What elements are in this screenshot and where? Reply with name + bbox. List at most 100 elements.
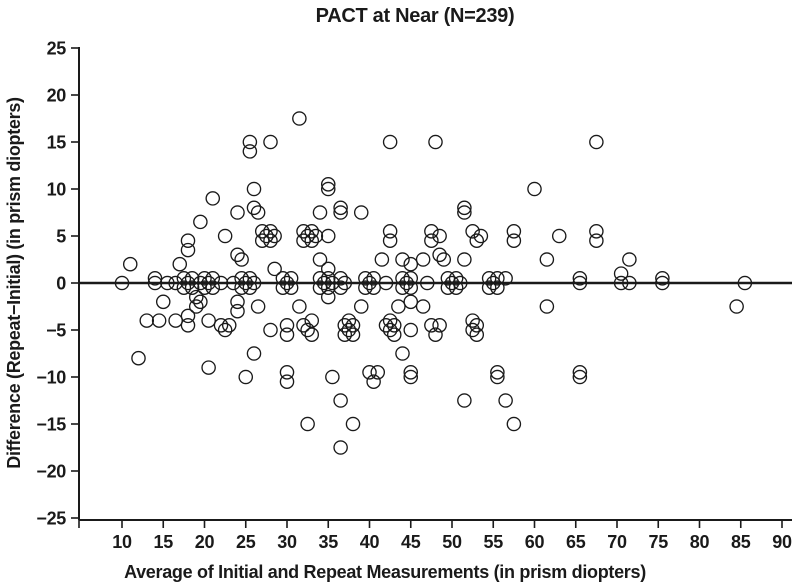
data-point bbox=[320, 289, 336, 305]
data-point bbox=[395, 346, 410, 361]
data-point bbox=[403, 322, 419, 338]
data-point bbox=[498, 393, 513, 408]
data-point bbox=[230, 294, 245, 310]
data-point bbox=[419, 275, 435, 291]
data-point bbox=[238, 369, 254, 385]
data-point bbox=[304, 224, 320, 239]
data-point bbox=[193, 294, 208, 310]
data-point bbox=[304, 233, 320, 248]
y-tick-label: 5 bbox=[56, 227, 66, 247]
data-point bbox=[539, 252, 555, 267]
data-point bbox=[254, 233, 270, 248]
data-point bbox=[325, 369, 340, 385]
data-point bbox=[292, 111, 307, 126]
data-point bbox=[267, 228, 282, 244]
data-point bbox=[444, 275, 460, 291]
y-tick-label: −20 bbox=[36, 462, 66, 482]
y-tick-label: 10 bbox=[47, 180, 67, 200]
data-point bbox=[403, 256, 419, 272]
data-point bbox=[221, 318, 237, 333]
data-point bbox=[498, 271, 513, 286]
data-point bbox=[506, 233, 522, 248]
data-point bbox=[465, 313, 480, 328]
data-point bbox=[386, 327, 402, 342]
data-point bbox=[506, 416, 522, 432]
data-point bbox=[337, 275, 353, 291]
data-point bbox=[341, 313, 357, 328]
x-axis-label: Average of Initial and Repeat Measuremen… bbox=[124, 562, 646, 582]
data-point bbox=[188, 289, 204, 305]
data-point bbox=[205, 191, 221, 206]
data-point bbox=[551, 228, 567, 244]
data-point bbox=[473, 228, 489, 244]
data-point bbox=[242, 144, 258, 159]
data-point bbox=[403, 294, 419, 310]
data-point bbox=[296, 318, 311, 333]
data-point bbox=[589, 224, 604, 239]
data-point bbox=[622, 252, 637, 267]
data-point bbox=[250, 299, 266, 314]
data-point bbox=[275, 280, 291, 295]
x-tick-label: 75 bbox=[649, 532, 669, 552]
data-point bbox=[168, 275, 183, 291]
data-point bbox=[184, 271, 200, 286]
data-point bbox=[448, 271, 464, 286]
data-point bbox=[613, 266, 629, 281]
data-point bbox=[333, 200, 348, 216]
data-point bbox=[382, 134, 398, 150]
data-point bbox=[490, 271, 505, 286]
data-point bbox=[168, 313, 183, 328]
data-point bbox=[180, 308, 196, 324]
x-tick-label: 55 bbox=[484, 532, 504, 552]
data-point bbox=[176, 280, 192, 295]
x-tick-label: 80 bbox=[690, 532, 710, 552]
data-point bbox=[308, 228, 324, 244]
data-point bbox=[572, 275, 588, 291]
data-point bbox=[337, 327, 353, 342]
data-point bbox=[424, 318, 439, 333]
data-point bbox=[572, 271, 588, 286]
y-tick-label: 25 bbox=[47, 39, 67, 59]
data-point bbox=[370, 365, 386, 380]
data-point bbox=[320, 280, 336, 295]
data-point bbox=[382, 313, 398, 328]
data-point bbox=[358, 271, 373, 286]
data-point bbox=[155, 294, 171, 310]
data-point bbox=[139, 313, 155, 328]
data-point bbox=[366, 271, 381, 286]
data-point bbox=[415, 299, 431, 314]
data-point bbox=[432, 318, 447, 333]
chart-title: PACT at Near (N=239) bbox=[316, 5, 515, 27]
data-point bbox=[279, 365, 295, 380]
data-point bbox=[452, 275, 468, 291]
data-point bbox=[242, 271, 258, 286]
data-point bbox=[172, 256, 188, 272]
data-point bbox=[263, 224, 278, 239]
data-point bbox=[300, 322, 315, 338]
data-point bbox=[230, 247, 245, 263]
data-point bbox=[353, 205, 369, 220]
data-point bbox=[457, 252, 472, 267]
x-tick-label: 10 bbox=[112, 532, 132, 552]
data-point bbox=[457, 393, 472, 408]
data-point bbox=[242, 280, 258, 295]
x-tick-label: 40 bbox=[360, 532, 380, 552]
data-point bbox=[213, 318, 229, 333]
data-point bbox=[296, 233, 311, 248]
data-point bbox=[151, 313, 167, 328]
data-point bbox=[242, 134, 258, 150]
data-point bbox=[201, 360, 216, 375]
data-point bbox=[205, 280, 221, 295]
y-tick-label: 0 bbox=[56, 274, 66, 294]
data-point bbox=[176, 271, 192, 286]
data-point bbox=[320, 177, 336, 192]
data-point bbox=[424, 233, 439, 248]
data-point bbox=[729, 299, 744, 314]
x-tick-label: 70 bbox=[607, 532, 627, 552]
data-point bbox=[193, 275, 208, 291]
data-point bbox=[374, 252, 390, 267]
data-point bbox=[197, 271, 212, 286]
data-point bbox=[490, 369, 505, 385]
data-point bbox=[180, 242, 196, 258]
